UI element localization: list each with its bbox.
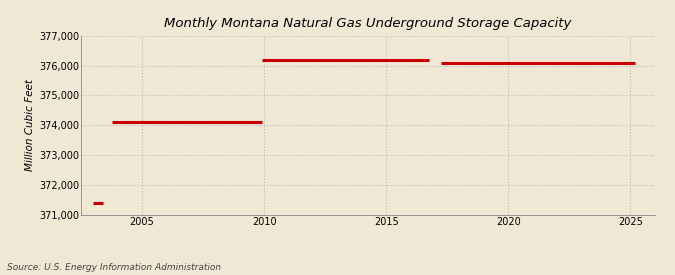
Title: Monthly Montana Natural Gas Underground Storage Capacity: Monthly Montana Natural Gas Underground … bbox=[164, 17, 572, 31]
Text: Source: U.S. Energy Information Administration: Source: U.S. Energy Information Administ… bbox=[7, 263, 221, 272]
Y-axis label: Million Cubic Feet: Million Cubic Feet bbox=[26, 79, 35, 171]
